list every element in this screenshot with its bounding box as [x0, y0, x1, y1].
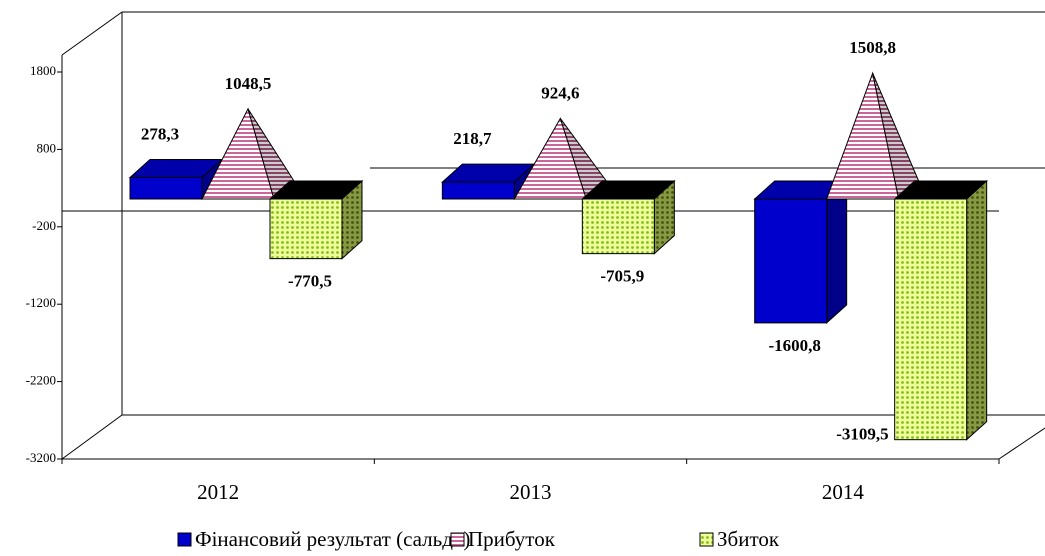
value-label: 924,6	[541, 83, 579, 102]
value-label: 1048,5	[225, 74, 272, 93]
bar-front	[581, 198, 655, 255]
bar-side	[826, 179, 848, 325]
value-label: -3109,5	[836, 425, 888, 444]
legend-swatch	[177, 532, 192, 547]
x-tick-label: 2013	[510, 480, 552, 504]
bar	[201, 107, 295, 200]
y-tick-label: 1800	[30, 63, 56, 78]
y-tick-label: -2200	[26, 373, 56, 388]
bar-front	[269, 198, 343, 260]
value-label: -705,9	[600, 267, 644, 286]
bar-front	[441, 181, 515, 200]
value-label: 1508,8	[849, 38, 896, 57]
bar	[893, 179, 988, 441]
bar	[581, 179, 676, 255]
bar	[825, 71, 920, 200]
legend-label: Збиток	[717, 527, 780, 551]
bar	[513, 117, 608, 200]
bar-side	[966, 179, 988, 441]
legend: Фінансовий результат (сальдо)Прибуток Зби…	[177, 527, 780, 551]
bar	[753, 179, 848, 325]
bar-front	[754, 198, 828, 324]
bar	[268, 179, 364, 260]
bar-front	[129, 176, 203, 200]
legend-label: Фінансовий результат (сальдо)	[195, 527, 470, 551]
value-label: -770,5	[288, 272, 332, 291]
bar-front	[894, 198, 968, 441]
value-label: 218,7	[453, 129, 492, 148]
legend-swatch	[699, 532, 714, 547]
value-label: -1600,8	[768, 336, 820, 355]
value-label: 278,3	[141, 124, 179, 143]
y-tick-label: -200	[32, 218, 56, 233]
legend-swatch	[450, 532, 465, 547]
legend-label: Прибуток	[468, 527, 556, 551]
y-tick-label: -1200	[26, 295, 56, 310]
y-tick-label: -3200	[26, 450, 56, 465]
y-tick-label: 800	[37, 140, 57, 155]
x-tick-label: 2012	[197, 480, 239, 504]
x-tick-label: 2014	[822, 480, 865, 504]
